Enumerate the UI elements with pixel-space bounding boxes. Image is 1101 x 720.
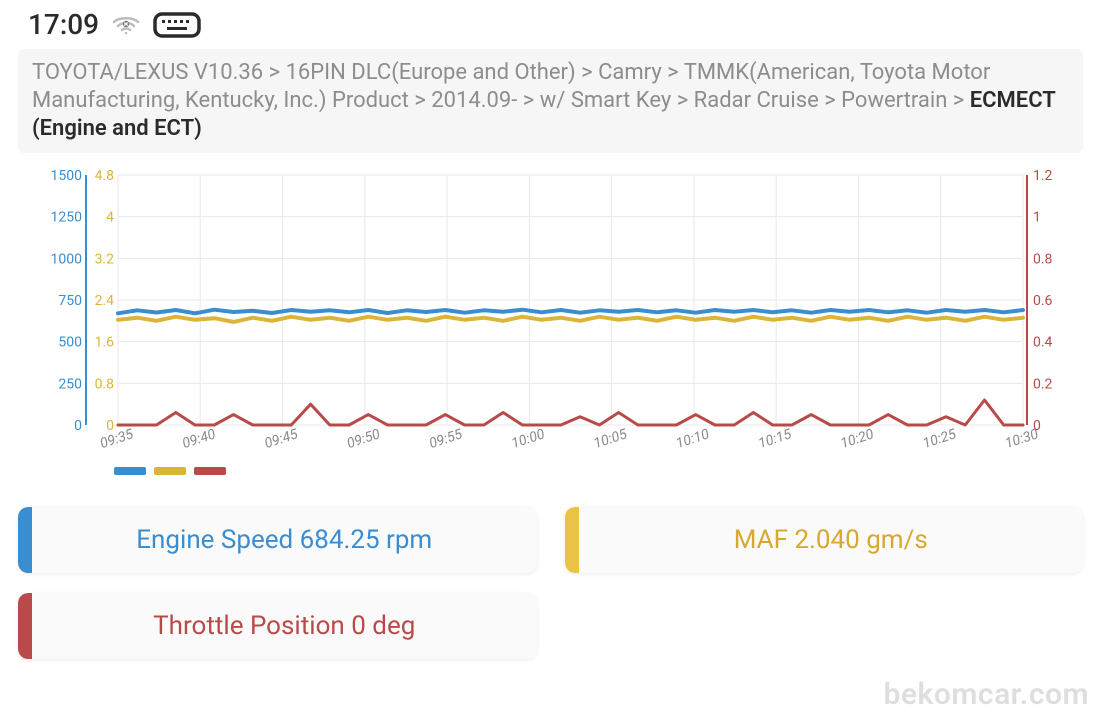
breadcrumb: TOYOTA/LEXUS V10.36 > 16PIN DLC(Europe a… <box>18 49 1083 153</box>
metric-stripe <box>565 507 579 573</box>
svg-text:250: 250 <box>58 377 82 393</box>
svg-text:4.8: 4.8 <box>95 169 115 184</box>
svg-text:1000: 1000 <box>51 252 83 268</box>
metric-stripe <box>18 507 32 573</box>
watermark: bekomcar.com <box>884 677 1089 712</box>
chart-legend <box>18 461 1083 483</box>
svg-text:10:10: 10:10 <box>674 427 712 453</box>
legend-swatch <box>194 467 226 475</box>
chart-area: 0002500.80.25001.60.47502.40.610003.20.8… <box>18 161 1083 461</box>
metric-card[interactable]: MAF 2.040 gm/s <box>565 507 1084 573</box>
status-bar: 17:09 <box>0 0 1101 45</box>
svg-text:1: 1 <box>1033 210 1041 226</box>
svg-text:3.2: 3.2 <box>95 252 115 268</box>
svg-text:09:55: 09:55 <box>427 427 465 453</box>
svg-text:0.4: 0.4 <box>1033 335 1053 351</box>
metric-label: Throttle Position 0 deg <box>32 593 537 659</box>
svg-text:500: 500 <box>58 335 82 351</box>
metric-stripe <box>18 593 32 659</box>
wifi-off-icon <box>111 13 141 37</box>
svg-text:10:00: 10:00 <box>510 427 548 453</box>
keyboard-icon <box>153 11 201 39</box>
svg-text:10:25: 10:25 <box>921 427 959 453</box>
svg-text:10:15: 10:15 <box>756 427 794 453</box>
svg-text:09:35: 09:35 <box>98 427 136 453</box>
svg-text:4: 4 <box>106 210 114 226</box>
svg-text:1500: 1500 <box>51 169 83 184</box>
chart-card: 0002500.80.25001.60.47502.40.610003.20.8… <box>18 161 1083 483</box>
svg-text:09:50: 09:50 <box>345 427 383 453</box>
svg-text:09:40: 09:40 <box>180 427 218 453</box>
breadcrumb-path: TOYOTA/LEXUS V10.36 > 16PIN DLC(Europe a… <box>32 60 990 113</box>
svg-text:0.6: 0.6 <box>1033 293 1053 309</box>
legend-swatch <box>114 467 146 475</box>
svg-text:09:45: 09:45 <box>263 427 301 453</box>
svg-text:1.6: 1.6 <box>95 335 115 351</box>
multiline-chart: 0002500.80.25001.60.47502.40.610003.20.8… <box>28 169 1073 461</box>
svg-text:10:20: 10:20 <box>839 427 877 453</box>
svg-text:0.8: 0.8 <box>95 377 115 393</box>
svg-text:10:30: 10:30 <box>1003 427 1041 453</box>
metric-label: MAF 2.040 gm/s <box>579 507 1084 573</box>
metric-card[interactable]: Throttle Position 0 deg <box>18 593 537 659</box>
svg-text:0.8: 0.8 <box>1033 252 1053 268</box>
svg-text:10:05: 10:05 <box>592 427 630 453</box>
svg-text:1.2: 1.2 <box>1033 169 1053 184</box>
status-time: 17:09 <box>28 8 99 41</box>
svg-text:0.2: 0.2 <box>1033 377 1053 393</box>
legend-swatch <box>154 467 186 475</box>
metric-card[interactable]: Engine Speed 684.25 rpm <box>18 507 537 573</box>
metric-label: Engine Speed 684.25 rpm <box>32 507 537 573</box>
svg-text:0: 0 <box>74 418 82 434</box>
svg-text:2.4: 2.4 <box>95 293 115 309</box>
metric-cards: Engine Speed 684.25 rpm MAF 2.040 gm/s Thr… <box>0 491 1101 659</box>
svg-text:750: 750 <box>58 293 82 309</box>
svg-text:1250: 1250 <box>51 210 83 226</box>
